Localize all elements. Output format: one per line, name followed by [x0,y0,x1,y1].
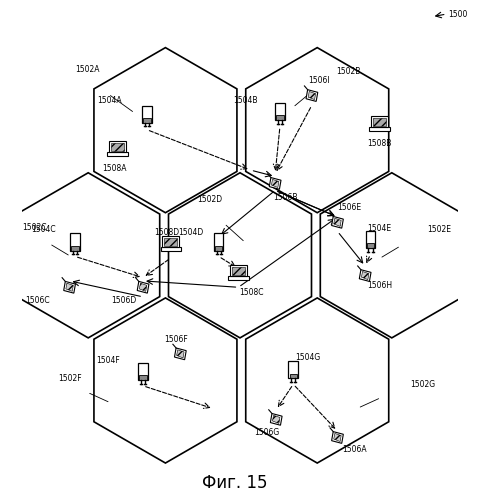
Polygon shape [332,432,343,444]
Text: 1506A: 1506A [342,445,367,454]
Text: 1504D: 1504D [179,228,204,237]
Bar [138,363,148,380]
Bar [232,267,245,276]
Bar [214,234,224,250]
Bar [288,362,298,378]
Polygon shape [94,48,237,212]
Bar [160,247,181,251]
Text: 1508B: 1508B [367,139,392,148]
Polygon shape [334,434,341,442]
Polygon shape [306,90,318,102]
Bar [164,238,178,246]
Polygon shape [271,180,279,188]
Text: 1504G: 1504G [296,353,321,362]
Text: 1502A: 1502A [75,66,99,74]
Polygon shape [168,173,312,338]
Polygon shape [308,92,316,100]
Text: 1508D: 1508D [154,228,179,237]
Bar [275,103,285,120]
Polygon shape [177,350,184,358]
Polygon shape [246,48,389,212]
Bar [373,118,386,126]
Bar [162,236,179,247]
Text: 1506E: 1506E [337,203,361,212]
Polygon shape [66,283,73,292]
Text: Фиг. 15: Фиг. 15 [202,474,267,492]
Text: 1502D: 1502D [197,195,223,204]
Text: 1502C: 1502C [23,223,47,232]
Polygon shape [320,173,463,338]
Text: 1504C: 1504C [32,226,56,234]
Bar [230,266,247,276]
Polygon shape [269,178,281,190]
Text: 1502F: 1502F [58,374,82,384]
Bar [111,143,124,152]
Text: 1502E: 1502E [428,226,452,234]
Bar [143,118,151,122]
Bar [367,243,374,248]
Polygon shape [273,416,280,424]
Text: 1506B: 1506B [273,194,298,202]
Text: 1504B: 1504B [233,96,258,106]
Text: 1508A: 1508A [103,164,127,173]
Polygon shape [139,283,147,292]
Bar [71,246,79,250]
Polygon shape [360,270,371,281]
Text: 1502G: 1502G [410,380,435,388]
Polygon shape [361,272,369,280]
Text: 1504F: 1504F [96,356,120,364]
Text: 1508C: 1508C [240,288,264,297]
Polygon shape [175,348,186,360]
Bar [142,106,152,122]
Bar [228,276,249,280]
Bar [107,152,128,156]
Bar [215,246,222,250]
Text: 1506C: 1506C [25,296,50,305]
Polygon shape [64,282,75,293]
Polygon shape [334,218,341,226]
Polygon shape [94,298,237,463]
Bar [371,116,388,127]
Text: 1506I: 1506I [308,76,330,85]
Text: 1502B: 1502B [336,67,360,76]
Bar [109,142,126,152]
Bar [139,375,147,380]
Text: 1506D: 1506D [111,296,136,305]
Text: 1504E: 1504E [368,224,392,233]
Bar [366,231,375,248]
Polygon shape [270,414,282,425]
Bar [289,374,297,378]
Polygon shape [246,298,389,463]
Text: 1504A: 1504A [97,96,122,106]
Bar [70,234,80,250]
Text: 1506F: 1506F [164,335,188,344]
Polygon shape [332,216,343,228]
Bar [369,127,390,131]
Polygon shape [137,282,149,293]
Polygon shape [17,173,160,338]
Text: 1500: 1500 [448,10,467,18]
Text: 1506H: 1506H [367,281,392,290]
Text: 1506G: 1506G [254,428,279,436]
Bar [276,115,284,120]
